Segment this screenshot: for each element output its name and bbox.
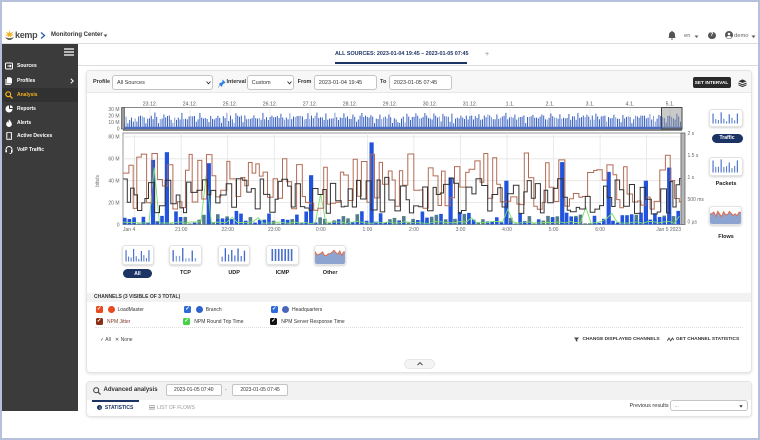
svg-text:500 ms: 500 ms <box>688 197 705 203</box>
svg-text:3.1.: 3.1. <box>586 102 595 108</box>
svg-text:22:00: 22:00 <box>221 227 234 233</box>
svg-text:30.12.: 30.12. <box>423 102 437 108</box>
svg-text:5.1.: 5.1. <box>666 102 675 108</box>
svg-text:1.5 s: 1.5 s <box>688 153 699 159</box>
svg-text:23:00: 23:00 <box>268 227 281 233</box>
svg-text:5:00: 5:00 <box>549 227 559 233</box>
svg-text:25.12.: 25.12. <box>223 102 237 108</box>
svg-text:0: 0 <box>117 127 120 133</box>
svg-text:3:00: 3:00 <box>456 227 466 233</box>
svg-text:6:00: 6:00 <box>595 227 605 233</box>
svg-text:29.12.: 29.12. <box>383 102 397 108</box>
svg-text:2:00: 2:00 <box>409 227 419 233</box>
svg-text:80 M: 80 M <box>108 135 119 141</box>
svg-text:21:00: 21:00 <box>175 227 188 233</box>
svg-text:0: 0 <box>117 222 120 228</box>
svg-text:1.1.: 1.1. <box>506 102 515 108</box>
svg-text:24.12.: 24.12. <box>183 102 197 108</box>
svg-text:0:00: 0:00 <box>316 227 326 233</box>
svg-text:60 M: 60 M <box>108 157 119 163</box>
svg-text:27.12.: 27.12. <box>303 102 317 108</box>
svg-text:30 M: 30 M <box>108 107 119 113</box>
svg-text:28.12.: 28.12. <box>343 102 357 108</box>
svg-text:31.12.: 31.12. <box>463 102 477 108</box>
svg-text:1:00: 1:00 <box>363 227 373 233</box>
svg-text:Jan 4: Jan 4 <box>123 227 135 233</box>
svg-text:20 M: 20 M <box>108 114 119 120</box>
svg-text:Jan 5 2023: Jan 5 2023 <box>656 227 681 233</box>
svg-text:4.1.: 4.1. <box>626 102 635 108</box>
svg-text:40 M: 40 M <box>108 179 119 185</box>
svg-text:1 s: 1 s <box>688 175 695 181</box>
svg-text:2 s: 2 s <box>688 131 695 137</box>
svg-text:4:00: 4:00 <box>502 227 512 233</box>
svg-text:26.12.: 26.12. <box>263 102 277 108</box>
svg-text:2.1.: 2.1. <box>546 102 555 108</box>
svg-text:20 M: 20 M <box>108 200 119 206</box>
svg-text:0 µs: 0 µs <box>688 219 698 225</box>
svg-text:23.12.: 23.12. <box>143 102 157 108</box>
svg-text:10 M: 10 M <box>108 120 119 126</box>
svg-text:bits/s: bits/s <box>95 175 101 187</box>
